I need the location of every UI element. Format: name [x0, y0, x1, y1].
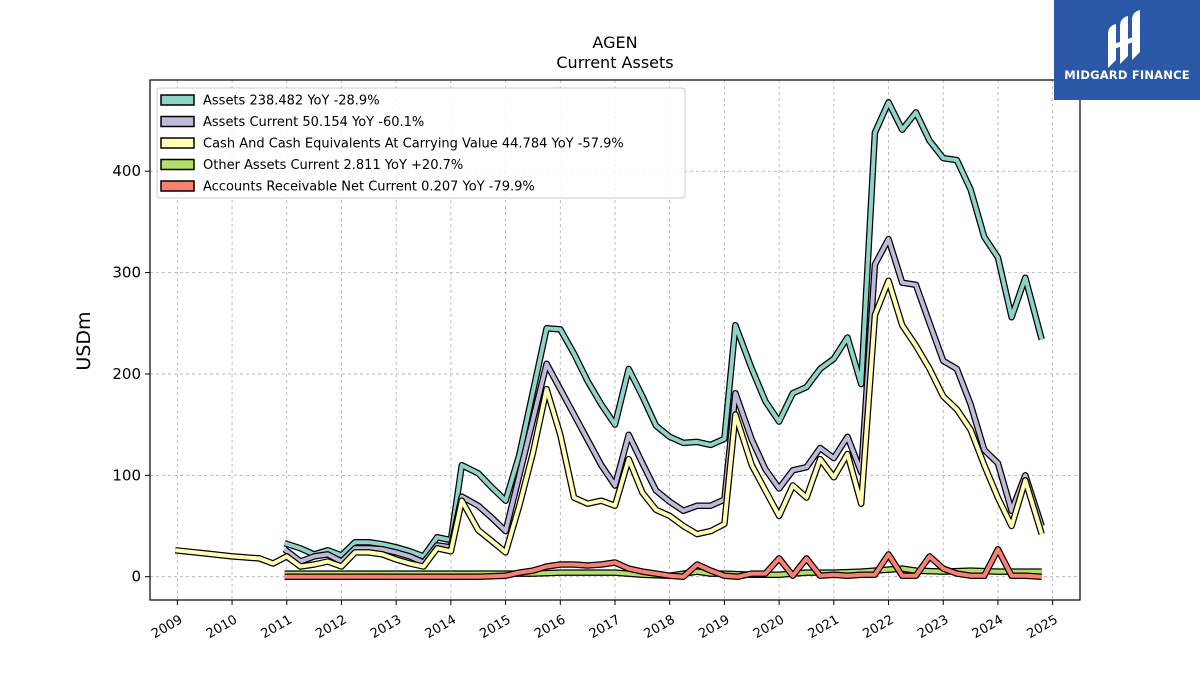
y-tick-label: 400: [112, 162, 141, 180]
legend-label: Assets Current 50.154 YoY -60.1%: [203, 115, 424, 130]
midgard-finance-logo: MIDGARD FINANCE: [1054, 0, 1200, 100]
legend-label: Accounts Receivable Net Current 0.207 Yo…: [203, 180, 535, 195]
brand-name: MIDGARD FINANCE: [1064, 68, 1190, 82]
series-line-1: [283, 237, 1044, 565]
legend-swatch: [160, 158, 195, 171]
x-tick-label: 2012: [313, 612, 349, 642]
x-tick-label: 2022: [860, 612, 896, 642]
x-tick-label: 2023: [915, 612, 951, 642]
legend-swatch: [160, 180, 195, 192]
x-tick-label: 2021: [806, 612, 842, 642]
y-tick-label: 100: [112, 466, 141, 484]
x-tick-label: 2011: [259, 612, 295, 642]
y-tick-label: 300: [112, 264, 141, 282]
midgard-logo-icon: [1108, 10, 1140, 68]
legend-label: Assets 238.482 YoY -28.9%: [203, 94, 380, 109]
legend-box: [156, 87, 686, 199]
legend-label: Cash And Cash Equivalents At Carrying Va…: [203, 137, 624, 152]
x-tick-label: 2015: [477, 612, 513, 642]
x-tick-label: 2009: [149, 612, 185, 642]
y-tick-label: 200: [112, 365, 141, 383]
x-tick-label: 2013: [368, 612, 404, 642]
x-tick-label: 2019: [696, 612, 732, 642]
x-tick-label: 2017: [587, 612, 623, 642]
y-tick-label: 0: [131, 568, 141, 586]
chart-title: AGEN: [592, 33, 637, 52]
series-line-4: [284, 547, 1042, 579]
legend: Assets 238.482 YoY -28.9% Assets Current …: [156, 87, 686, 199]
series-line-0: [283, 100, 1044, 559]
legend-swatch: [160, 94, 195, 106]
x-tick-label: 2014: [423, 612, 459, 642]
legend-swatch: [160, 115, 195, 128]
x-tick-label: 2024: [970, 612, 1006, 642]
series-outline-2: [174, 277, 1045, 570]
series-line-2: [174, 278, 1044, 569]
legend-label: Other Assets Current 2.811 YoY +20.7%: [203, 158, 463, 173]
x-tick-label: 2010: [204, 612, 240, 642]
y-axis-label: USDm: [73, 311, 95, 370]
y-axis-ticks: 0 100 200 300 400: [112, 162, 150, 586]
x-tick-label: 2018: [642, 612, 678, 642]
series-lines: [174, 99, 1045, 580]
chart-subtitle: Current Assets: [556, 53, 673, 72]
x-tick-label: 2020: [751, 612, 787, 642]
x-tick-label: 2025: [1024, 612, 1060, 642]
x-axis-ticks: 2009 2010 2011 2012 2013 2014 2015 2016 2017 2018…: [149, 600, 1061, 642]
x-tick-label: 2016: [532, 612, 568, 642]
legend-swatch: [160, 137, 195, 149]
